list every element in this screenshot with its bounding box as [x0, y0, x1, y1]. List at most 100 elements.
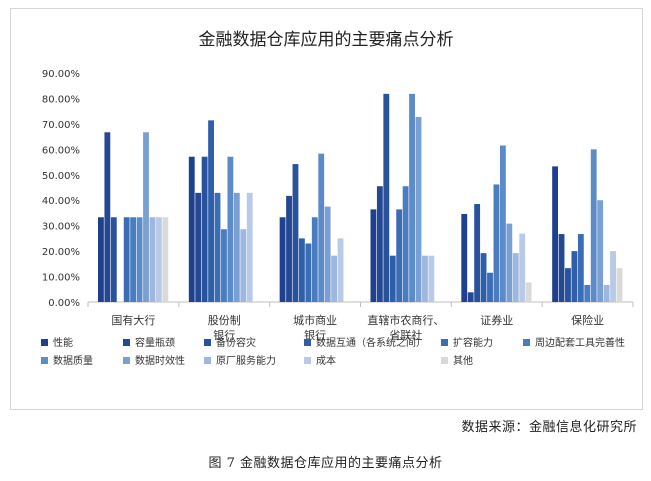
bar	[214, 192, 221, 302]
bar	[221, 229, 227, 302]
bar	[311, 217, 318, 302]
bar	[318, 153, 325, 302]
x-tick-label: 银行	[213, 328, 235, 342]
bar	[506, 223, 513, 302]
bar	[552, 166, 559, 302]
legend-swatch	[204, 339, 211, 346]
y-tick-label: 40.00%	[42, 196, 80, 207]
bar	[376, 186, 383, 302]
bar	[422, 255, 428, 302]
legend-swatch	[441, 357, 448, 364]
bar	[240, 229, 247, 302]
bar	[584, 284, 591, 302]
bar	[188, 156, 195, 302]
bar	[467, 292, 474, 302]
bar	[246, 192, 253, 302]
x-tick-label: 国有大行	[111, 313, 155, 327]
legend-label: 周边配套工具完善性	[535, 336, 625, 349]
bar	[130, 217, 137, 302]
x-tick-label: 城市商业	[293, 313, 337, 327]
bar	[519, 233, 526, 302]
y-tick-label: 60.00%	[42, 145, 80, 156]
y-tick-label: 70.00%	[42, 120, 80, 131]
bar	[461, 213, 468, 302]
bar	[98, 217, 104, 302]
legend-label: 其他	[453, 354, 473, 367]
chart-frame: 金融数据仓库应用的主要痛点分析 0.00% 10.00% 20.00% 30.00% 4…	[10, 8, 643, 410]
bar	[480, 253, 487, 302]
bar	[286, 195, 292, 302]
x-tick-label: 省联社	[389, 328, 422, 342]
bar	[201, 156, 208, 302]
bar	[571, 251, 578, 302]
bar	[162, 217, 169, 302]
bar	[603, 284, 610, 302]
bar	[396, 209, 403, 302]
bar	[279, 217, 286, 302]
chart-title: 金融数据仓库应用的主要痛点分析	[199, 30, 454, 50]
y-axis: 0.00% 10.00% 20.00% 30.00% 40.00% 50.00% 60.00…	[42, 69, 80, 309]
y-tick-label: 10.00%	[42, 273, 80, 284]
bar	[233, 192, 240, 302]
bar	[123, 217, 130, 302]
bar	[577, 234, 584, 302]
legend-swatch	[441, 339, 448, 346]
bar	[565, 268, 571, 302]
bar	[590, 149, 597, 302]
bar	[110, 217, 117, 302]
bar	[298, 238, 305, 302]
bar	[487, 272, 493, 302]
bar	[597, 200, 604, 302]
x-tick-label: 保险业	[571, 313, 604, 327]
bar	[195, 192, 202, 302]
x-tick-label: 股份制	[208, 314, 241, 327]
legend-label: 容量瓶颈	[135, 336, 175, 349]
bar-series-group	[98, 93, 623, 303]
bar	[337, 238, 344, 302]
legend-swatch	[304, 339, 311, 346]
legend-label: 性能	[53, 336, 73, 349]
legend-swatch	[123, 339, 130, 346]
legend-swatch	[41, 357, 48, 364]
bar	[324, 206, 331, 302]
y-tick-label: 90.00%	[42, 69, 80, 80]
y-tick-label: 80.00%	[42, 94, 80, 105]
y-tick-label: 0.00%	[48, 298, 80, 309]
bar	[155, 217, 162, 302]
bar	[149, 217, 156, 302]
bar	[389, 255, 396, 302]
legend-swatch	[123, 357, 130, 364]
bar	[474, 204, 481, 302]
bar	[227, 156, 234, 302]
bar	[383, 93, 390, 302]
legend-swatch	[41, 339, 48, 346]
legend-label: 成本	[316, 354, 336, 367]
legend-swatch	[204, 357, 211, 364]
figure-caption: 图 7 金融数据仓库应用的主要痛点分析	[208, 456, 443, 471]
legend-label: 数据质量	[53, 354, 93, 367]
bar	[331, 255, 338, 302]
bar	[525, 282, 532, 302]
bar-chart: 金融数据仓库应用的主要痛点分析 0.00% 10.00% 20.00% 30.00% 4…	[41, 30, 634, 367]
bar	[558, 234, 565, 302]
bar	[208, 120, 214, 302]
bar	[104, 132, 111, 302]
x-tick-label: 直辖市农商行、	[367, 313, 444, 327]
bar	[499, 145, 506, 302]
y-tick-label: 20.00%	[42, 247, 80, 258]
legend-label: 数据互通（各系统之间）	[316, 336, 426, 349]
bar	[370, 209, 377, 302]
legend-label: 扩容能力	[453, 336, 493, 349]
x-tick-label: 证券业	[480, 313, 513, 327]
bar	[415, 117, 422, 303]
bar	[136, 217, 143, 302]
bar	[616, 268, 623, 302]
legend-swatch	[304, 357, 311, 364]
data-source-note: 数据来源：金融信息化研究所	[461, 420, 637, 435]
bar	[512, 253, 519, 302]
bar	[292, 164, 299, 302]
legend-label: 数据时效性	[135, 354, 185, 367]
bar	[409, 93, 415, 302]
